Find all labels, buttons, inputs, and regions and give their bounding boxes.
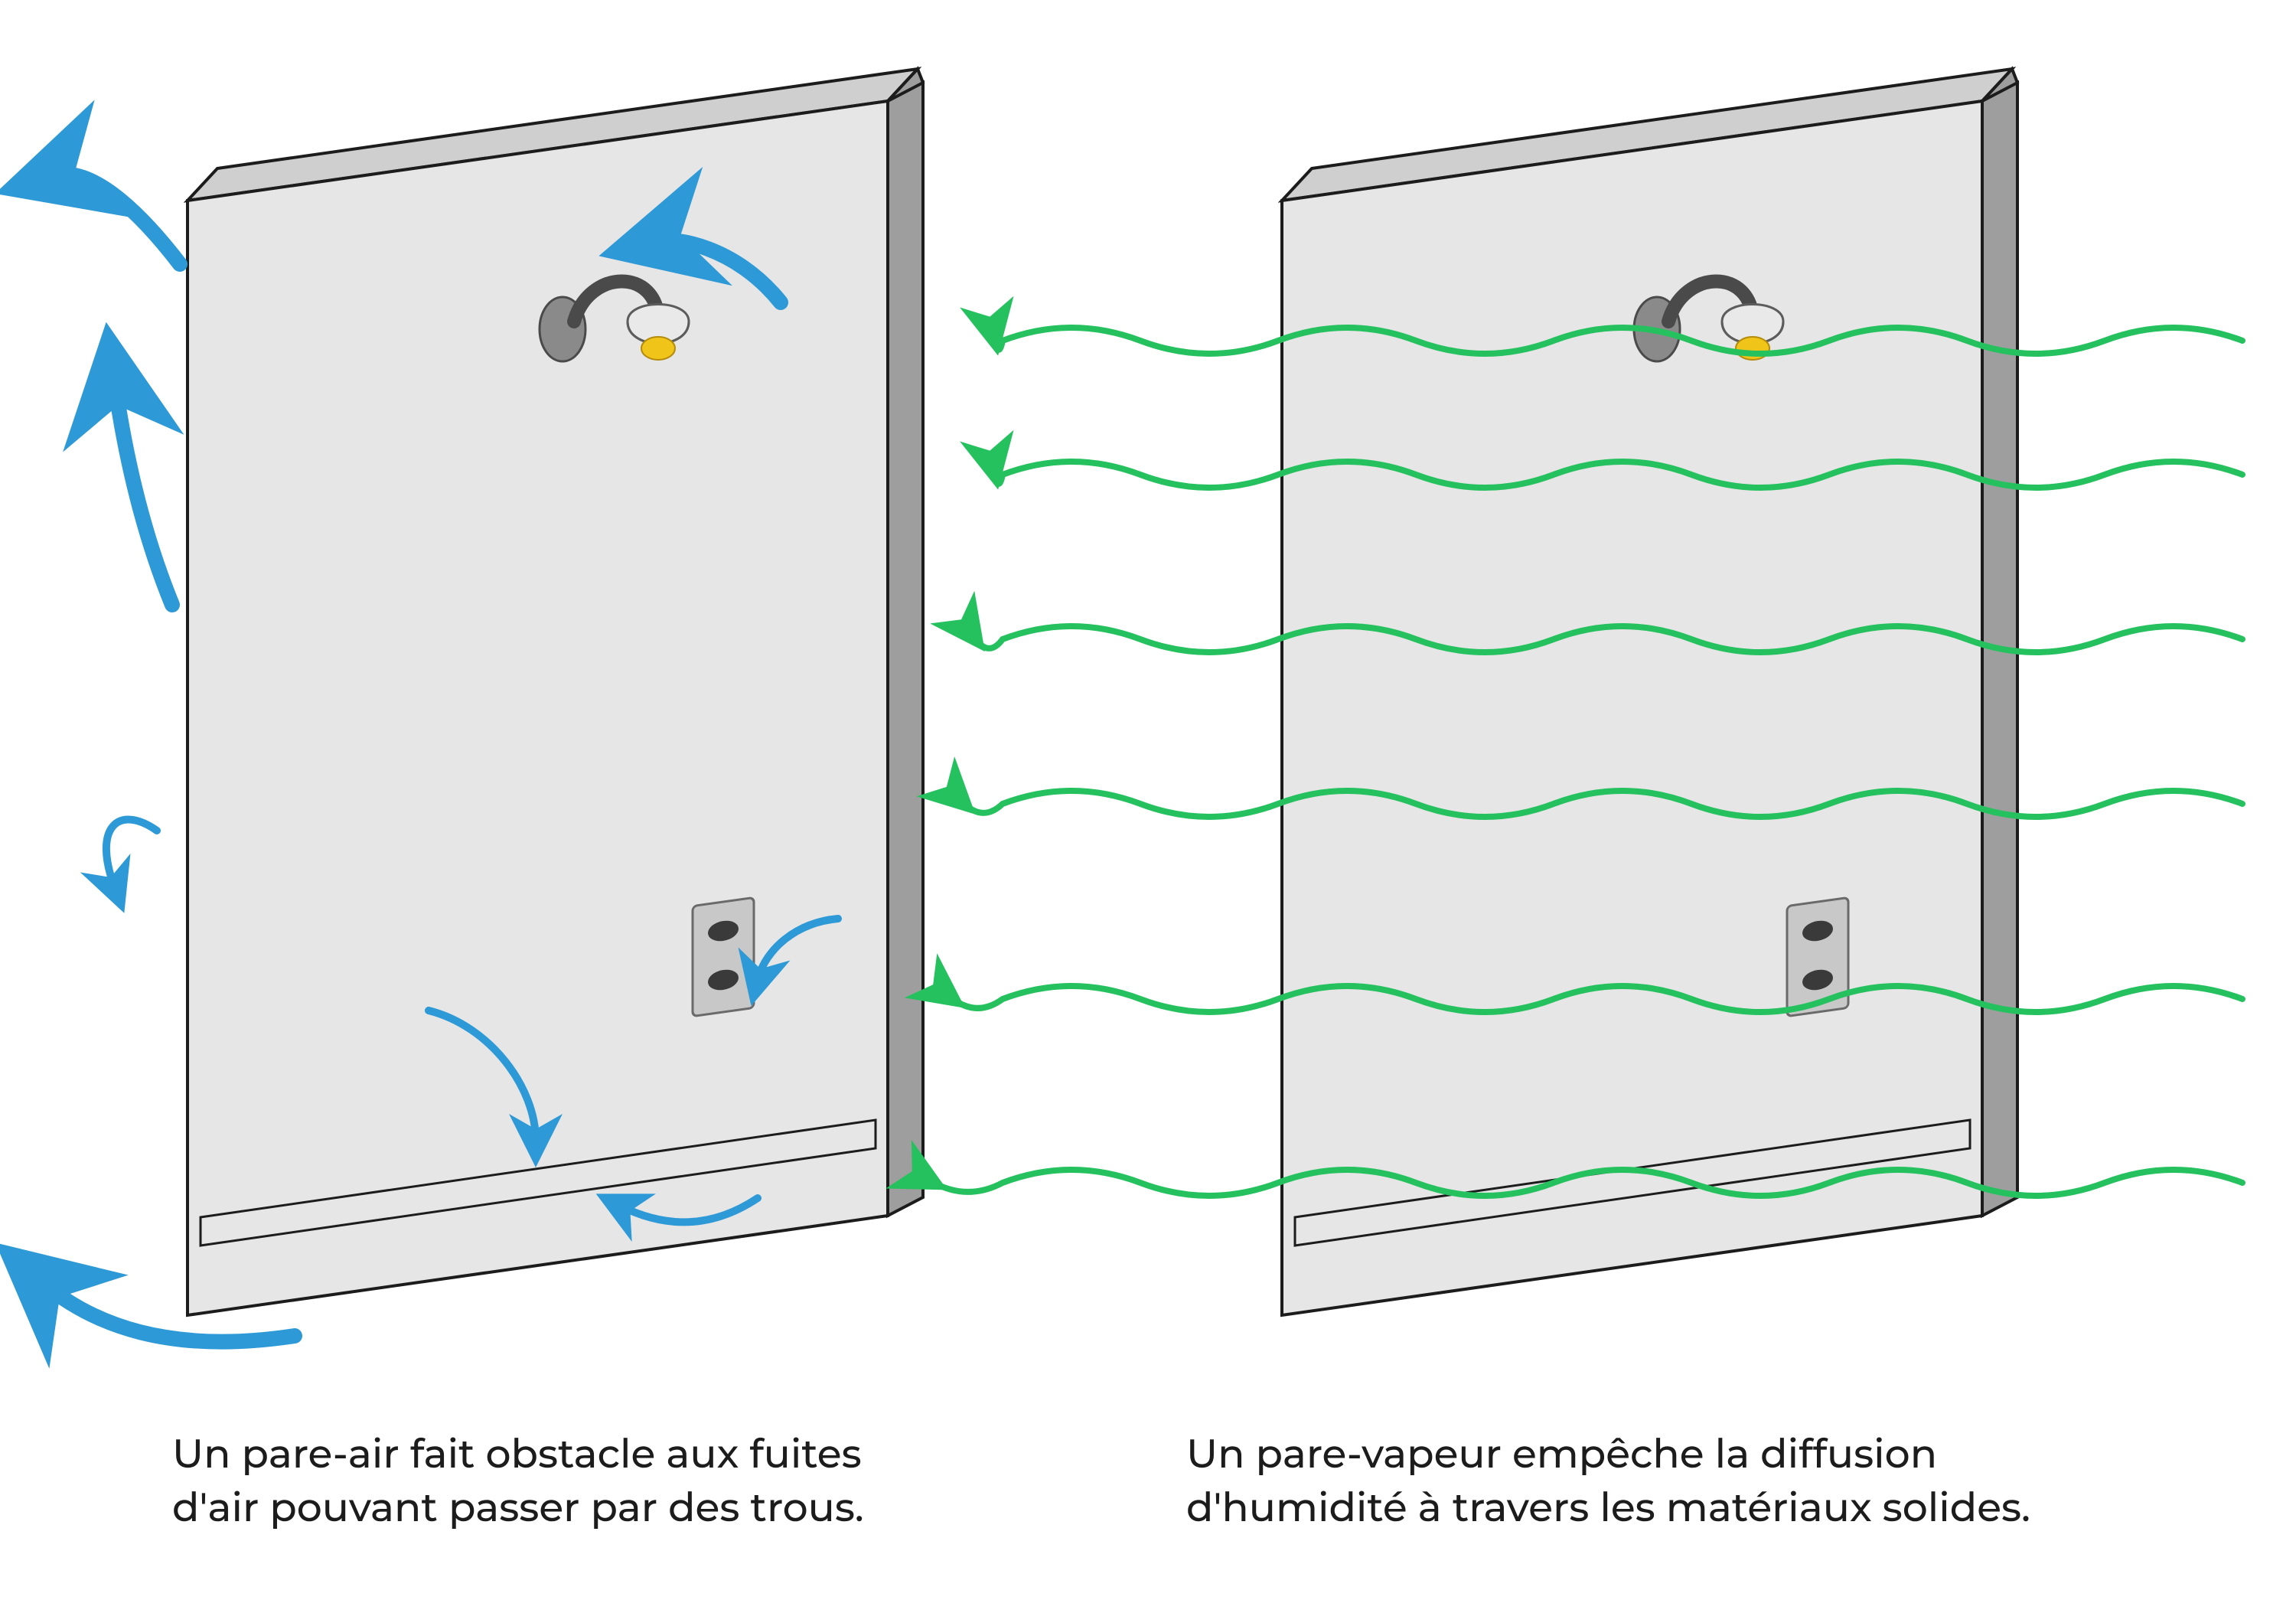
panel-air-barrier	[188, 69, 923, 1315]
caption-line: d'air pouvant passer par des trous.	[172, 1481, 1014, 1535]
caption-air-barrier: Un pare-air fait obstacle aux fuites d'a…	[172, 1428, 1014, 1535]
caption-line: Un pare-air fait obstacle aux fuites	[172, 1428, 1014, 1481]
caption-line: d'humidité à travers les matériaux solid…	[1186, 1481, 2219, 1535]
diagram-svg	[0, 0, 2296, 1613]
air-flow-arrow	[115, 383, 172, 605]
panel-vapour-barrier	[1282, 69, 2017, 1315]
air-flow-arrow	[106, 820, 157, 888]
caption-vapour-barrier: Un pare-vapeur empêche la diffusion d'hu…	[1186, 1428, 2219, 1535]
caption-line: Un pare-vapeur empêche la diffusion	[1186, 1428, 2219, 1481]
diagram-canvas: Un pare-air fait obstacle aux fuites d'a…	[0, 0, 2296, 1613]
wall-panels	[188, 69, 2017, 1315]
air-flow-arrow	[54, 175, 180, 264]
